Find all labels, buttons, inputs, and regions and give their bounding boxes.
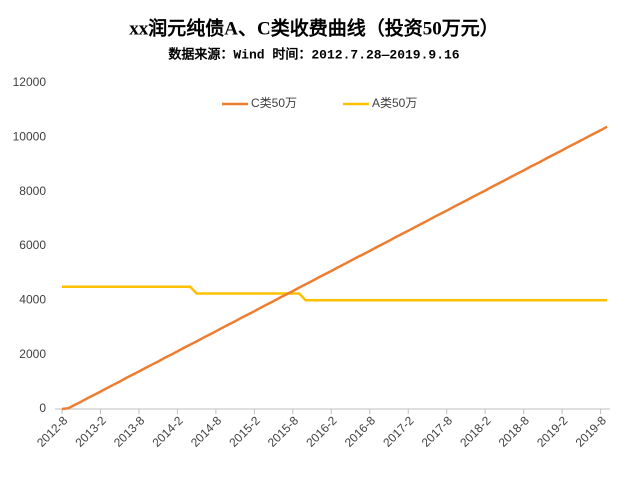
chart-title: xx润元纯债A、C类收费曲线（投资50万元）: [129, 16, 498, 39]
y-tick-label: 6000: [19, 238, 46, 252]
line-series: [61, 125, 608, 411]
y-tick-label: 4000: [19, 293, 46, 307]
line-series: [62, 285, 607, 302]
y-tick-label: 0: [39, 401, 46, 415]
y-tick-label: 8000: [19, 184, 46, 198]
legend-label: A类50万: [372, 96, 417, 110]
chart-subtitle: 数据来源：Wind 时间：2012.7.28—2019.9.16: [168, 46, 459, 62]
y-tick-label: 12000: [13, 75, 47, 89]
y-tick-label: 10000: [13, 130, 47, 144]
legend-label: C类50万: [251, 96, 297, 110]
y-tick-label: 2000: [19, 347, 46, 361]
